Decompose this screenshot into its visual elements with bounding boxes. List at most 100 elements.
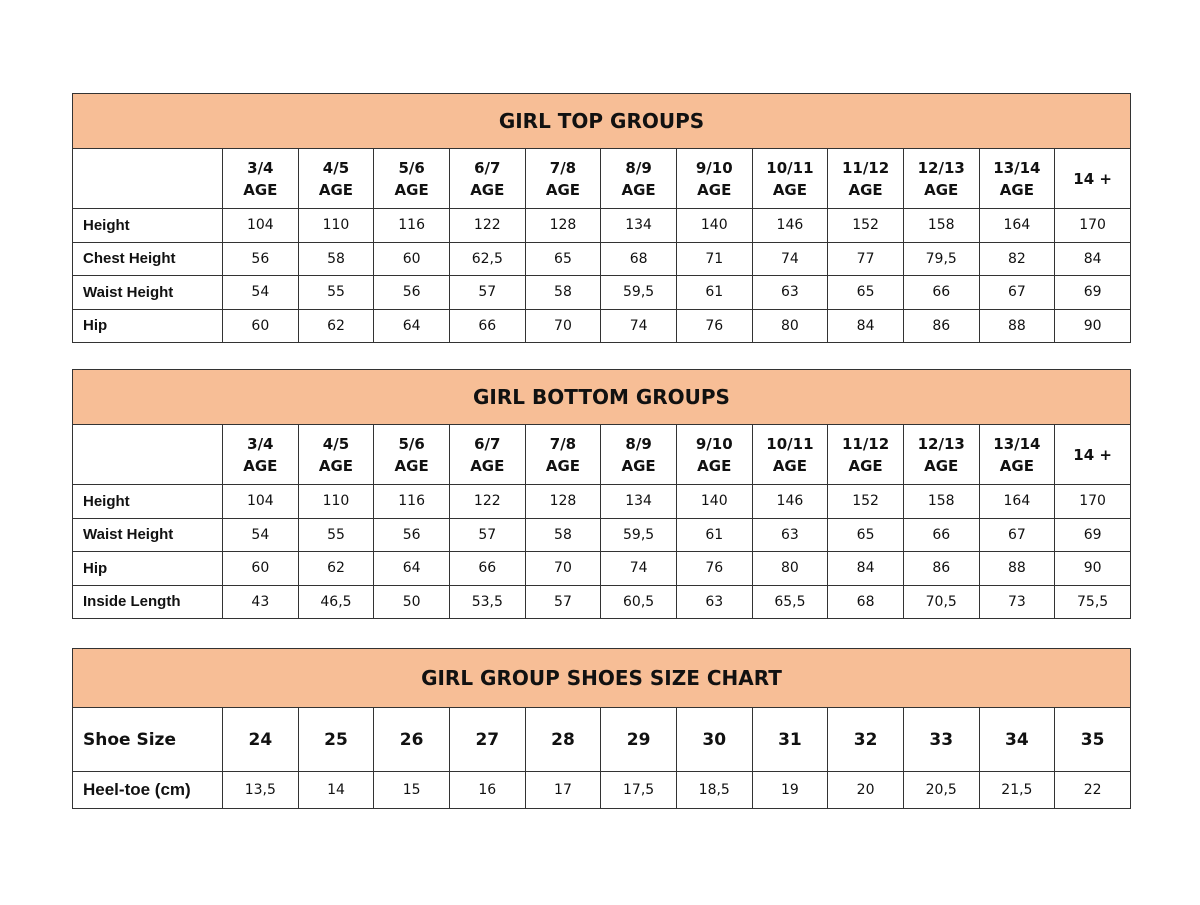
table-cell: 16 xyxy=(448,771,526,809)
table-cell: 77 xyxy=(827,241,904,276)
table-cell: 65 xyxy=(827,517,904,552)
table-cell: 84 xyxy=(827,308,904,343)
column-header-line: 13/14 xyxy=(993,158,1041,177)
column-header-line: AGE xyxy=(999,180,1034,199)
table-cell: 69 xyxy=(1054,517,1131,552)
table-cell: 70,5 xyxy=(902,584,980,619)
table-cell: 15 xyxy=(373,771,450,809)
table-cell: 140 xyxy=(675,484,753,519)
row-label: Waist Height xyxy=(72,517,223,552)
table-cell: 70 xyxy=(524,308,602,343)
column-header-line: 5/6 xyxy=(398,158,425,177)
table-cell: 84 xyxy=(1054,241,1131,276)
table-cell: 110 xyxy=(297,208,375,243)
column-header: 35 xyxy=(1054,707,1131,772)
column-header: 4/5 AGE xyxy=(297,148,375,209)
table-row: Height 104 110 116 122 128 134 140 146 152 158 164 1… xyxy=(72,484,1131,519)
row-label: Waist Height xyxy=(72,275,223,310)
table-cell: 158 xyxy=(902,208,980,243)
column-header-line: AGE xyxy=(697,180,732,199)
column-header-line: 35 xyxy=(1080,729,1105,750)
table-cell: 128 xyxy=(524,484,602,519)
column-header-line: AGE xyxy=(621,456,656,475)
column-header-line: AGE xyxy=(545,456,581,475)
column-header: 25 xyxy=(297,707,375,772)
table-cell: 19 xyxy=(751,771,829,809)
table-cell: 63 xyxy=(675,584,753,619)
header-label: Shoe Size xyxy=(72,707,223,772)
column-header: 26 xyxy=(373,707,450,772)
column-header-line: AGE xyxy=(394,180,429,199)
table-cell: 54 xyxy=(222,275,299,310)
column-header-line: 29 xyxy=(626,729,651,750)
table-cell: 73 xyxy=(978,584,1056,619)
column-header-line: 31 xyxy=(778,729,802,750)
column-header-line: 26 xyxy=(399,729,424,750)
table-cell: 17 xyxy=(524,771,602,809)
column-header-line: 3/4 xyxy=(247,158,274,177)
table-cell: 22 xyxy=(1054,771,1131,809)
column-header-line: AGE xyxy=(394,456,429,475)
table-cell: 59,5 xyxy=(600,517,677,552)
table-cell: 134 xyxy=(600,484,677,519)
table-cell: 64 xyxy=(373,551,450,586)
table-row: Hip 60 62 64 66 70 74 76 80 84 86 88 90 xyxy=(72,551,1131,586)
column-header-line: 25 xyxy=(324,729,348,750)
table-cell: 61 xyxy=(675,275,753,310)
column-header-line: 34 xyxy=(1005,729,1029,750)
column-header-line: 4/5 xyxy=(322,158,350,177)
table-cell: 20 xyxy=(827,771,904,809)
table-cell: 58 xyxy=(524,275,602,310)
column-header-line: AGE xyxy=(697,456,732,475)
column-header: 9/10 AGE xyxy=(675,424,753,485)
column-header: 12/13 AGE xyxy=(902,424,980,485)
table-cell: 62 xyxy=(297,308,375,343)
column-header-line: 7/8 xyxy=(549,434,577,453)
table-row: Chest Height 56 58 60 62,5 65 68 71 74 77 79,5 82 84 xyxy=(72,241,1131,276)
table-title: GIRL BOTTOM GROUPS xyxy=(72,369,1131,425)
table-cell: 90 xyxy=(1054,551,1131,586)
table-cell: 66 xyxy=(902,517,980,552)
column-header: 11/12 AGE xyxy=(827,148,904,209)
column-header-line: AGE xyxy=(470,456,505,475)
table-cell: 88 xyxy=(978,308,1056,343)
table-cell: 88 xyxy=(978,551,1056,586)
table-cell: 61 xyxy=(675,517,753,552)
column-header-line: AGE xyxy=(848,180,883,199)
column-header-line: AGE xyxy=(318,456,354,475)
column-header: 10/11 AGE xyxy=(751,148,829,209)
table-row: Heel-toe (cm) 13,5 14 15 16 17 17,5 18,5 19 20 20,… xyxy=(72,771,1131,809)
column-header-line: 7/8 xyxy=(549,158,577,177)
table-title: GIRL GROUP SHOES SIZE CHART xyxy=(72,648,1131,708)
table-cell: 86 xyxy=(902,308,980,343)
column-header-line: AGE xyxy=(621,180,656,199)
column-header-line: 27 xyxy=(475,729,500,750)
column-header: 6/7 AGE xyxy=(448,148,526,209)
table-cell: 74 xyxy=(751,241,829,276)
table-cell: 158 xyxy=(902,484,980,519)
column-header: 3/4 AGE xyxy=(222,148,299,209)
column-header-line: 30 xyxy=(702,729,727,750)
table-cell: 54 xyxy=(222,517,299,552)
column-header-line: 5/6 xyxy=(398,434,425,453)
column-header-line: 13/14 xyxy=(993,434,1041,453)
table-cell: 68 xyxy=(600,241,677,276)
table-cell: 104 xyxy=(222,208,299,243)
girl-top-groups-table: GIRL TOP GROUPS 3/4 AGE 4/5 AGE 5/6 AGE 6/7 AGE 7… xyxy=(72,93,1131,343)
column-header-line: 9/10 xyxy=(695,158,733,177)
column-header-line: 8/9 xyxy=(625,158,652,177)
table-cell: 110 xyxy=(297,484,375,519)
table-cell: 21,5 xyxy=(978,771,1056,809)
table-row: Hip 60 62 64 66 70 74 76 80 84 86 88 90 xyxy=(72,308,1131,343)
column-header: 8/9 AGE xyxy=(600,148,677,209)
table-cell: 55 xyxy=(297,517,375,552)
table-cell: 66 xyxy=(448,551,526,586)
column-header: 13/14 AGE xyxy=(978,148,1056,209)
table-cell: 62 xyxy=(297,551,375,586)
table-cell: 122 xyxy=(448,484,526,519)
girl-shoes-size-table: GIRL GROUP SHOES SIZE CHART Shoe Size 24 25… xyxy=(72,648,1131,809)
column-header-line: 14 + xyxy=(1073,169,1112,188)
table-cell: 170 xyxy=(1054,208,1131,243)
table-cell: 134 xyxy=(600,208,677,243)
table-title: GIRL TOP GROUPS xyxy=(72,93,1131,149)
